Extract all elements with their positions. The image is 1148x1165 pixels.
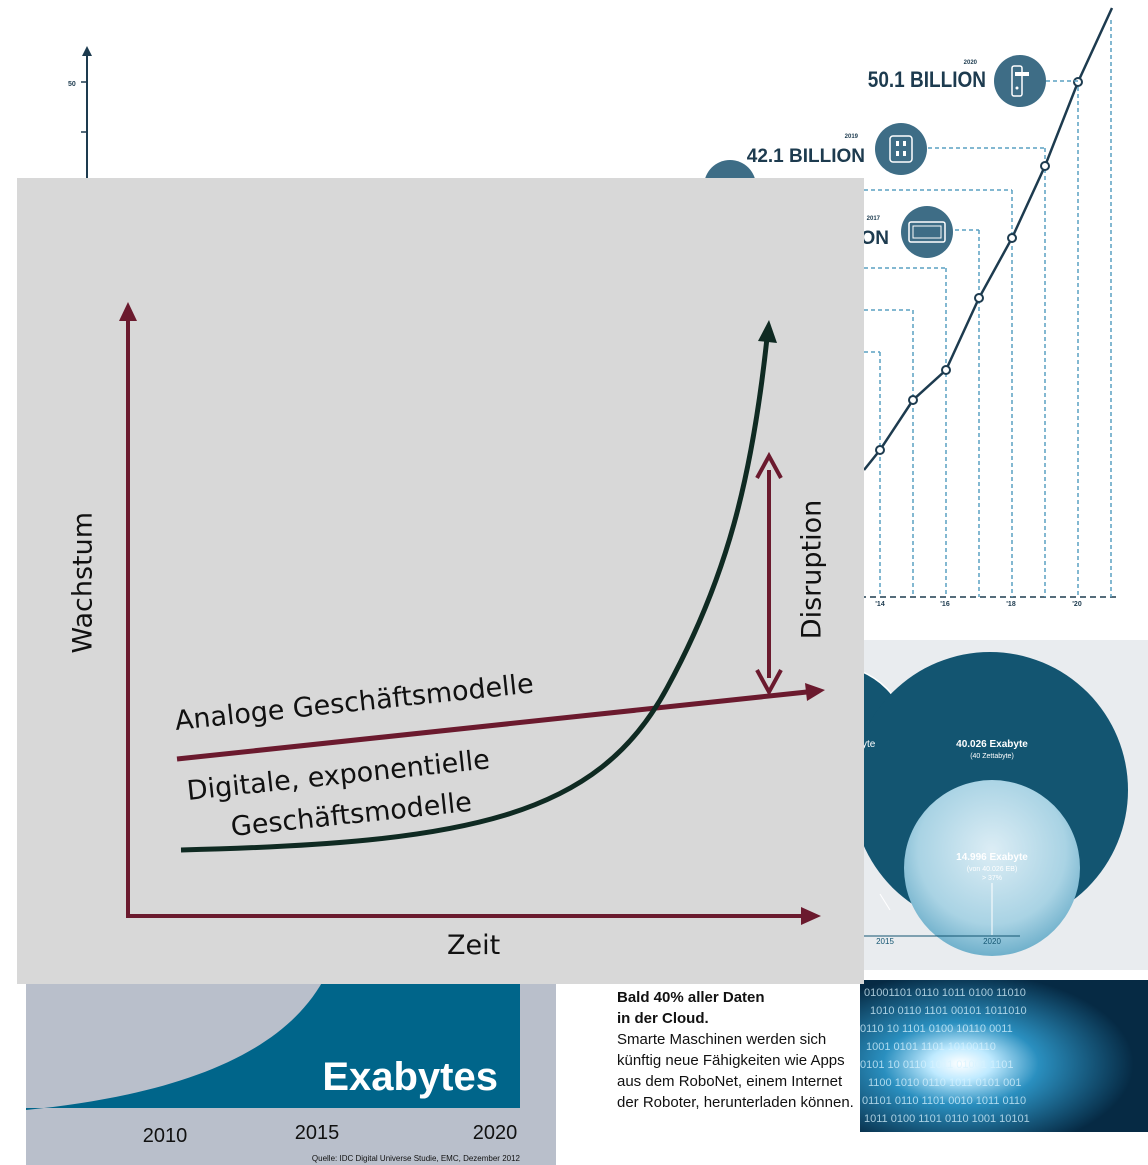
year-2020: 2020 bbox=[473, 1122, 518, 1144]
bubble-big-sub: (40 Zettabyte) bbox=[970, 753, 1014, 760]
digital-curve bbox=[180, 337, 770, 853]
bubble-year-2015: 2015 bbox=[876, 937, 894, 946]
iot-x-tick-16: '16 bbox=[940, 601, 950, 608]
bubble-big-value: 40.026 Exabyte bbox=[956, 739, 1028, 750]
cloud-heading-2: in der Cloud. bbox=[617, 1010, 709, 1027]
exabytes-area bbox=[26, 975, 520, 1110]
bubble-year-2020: 2020 bbox=[983, 937, 1001, 946]
analog-line-arrow bbox=[805, 683, 825, 701]
svg-text:01101 0110 1101 0010 1011 0110: 01101 0110 1101 0010 1011 0110 bbox=[862, 1095, 1026, 1107]
svg-text:0110 10 1101 0100 10110 0011: 0110 10 1101 0100 10110 0011 bbox=[860, 1023, 1013, 1035]
bubble-small-sub-1: (von 40.026 EB) bbox=[967, 866, 1018, 873]
analog-line bbox=[176, 689, 808, 762]
cloud-heading-1: Bald 40% aller Daten bbox=[617, 989, 765, 1006]
data-volume-bubble-chart: yte 40.026 Exabyte (40 Zettabyte) 14.996… bbox=[860, 640, 1148, 970]
exabytes-label: Exabytes bbox=[322, 1055, 498, 1099]
iot-2019-value: 42.1 BILLION bbox=[747, 146, 865, 167]
x-axis-label: Zeit bbox=[447, 930, 501, 961]
cloud-body: Smarte Maschinen werden sich künftig neu… bbox=[617, 1031, 854, 1111]
iot-2019-year: 2019 bbox=[845, 134, 859, 140]
iot-growth-chart: 50 '14 '16 '18 '20 2020 50.1 BILLION bbox=[68, 7, 1120, 640]
iot-x-tick-14: '14 bbox=[875, 601, 885, 608]
exabytes-area-chart: Exabytes 2010 2015 2020 Quelle: IDC Digi… bbox=[26, 975, 556, 1165]
iot-2020-value: 50.1 BILLION bbox=[868, 68, 986, 93]
bubble-small-value: 14.996 Exabyte bbox=[956, 852, 1028, 863]
year-2015: 2015 bbox=[295, 1122, 340, 1144]
x-axis-arrow bbox=[801, 907, 821, 925]
iot-x-tick-18: '18 bbox=[1006, 601, 1016, 608]
digital-curve-arrow bbox=[758, 320, 777, 343]
binary-tunnel-image: 01001101 0110 1011 0100 11010 1010 0110 … bbox=[860, 980, 1148, 1132]
iot-y-axis-arrow bbox=[82, 46, 92, 56]
door-handle-icon bbox=[994, 55, 1046, 107]
source-note: Quelle: IDC Digital Universe Studie, EMC… bbox=[312, 1154, 521, 1163]
iot-y-tick: 50 bbox=[68, 81, 76, 88]
bubble-cloud-2020 bbox=[904, 780, 1080, 956]
svg-text:1100 1010 0110 1011 0101 001: 1100 1010 0110 1011 0101 001 bbox=[868, 1077, 1022, 1089]
svg-text:1010 0110 1101 00101 1011010: 1010 0110 1101 00101 1011010 bbox=[870, 1005, 1027, 1017]
svg-text:01001101 0110 1011 0100 11010: 01001101 0110 1011 0100 11010 bbox=[864, 987, 1026, 999]
cloud-text-block: Bald 40% aller Daten in der Cloud. Smart… bbox=[617, 987, 857, 1113]
svg-text:0101 10 0110 1011 01001 1101: 0101 10 0110 1011 01001 1101 bbox=[860, 1059, 1014, 1071]
power-outlet-icon bbox=[875, 123, 927, 175]
iot-x-tick-20: '20 bbox=[1072, 601, 1082, 608]
bubble-small-sub-2: > 37% bbox=[982, 875, 1002, 882]
disruption-label: Disruption bbox=[796, 499, 828, 640]
svg-text:1001 0101 1101 10100110: 1001 0101 1101 10100110 bbox=[866, 1041, 996, 1053]
y-axis-arrow bbox=[119, 302, 137, 321]
year-2010: 2010 bbox=[143, 1125, 188, 1147]
y-axis-label: Wachstum bbox=[67, 511, 99, 654]
monitor-icon bbox=[901, 206, 953, 258]
svg-text:1011 0100 1101 0110 1001 10101: 1011 0100 1101 0110 1001 10101 bbox=[864, 1113, 1030, 1125]
iot-2020-year: 2020 bbox=[964, 60, 978, 66]
bubble-partial-label: yte bbox=[862, 739, 876, 750]
iot-2017-year: 2017 bbox=[867, 216, 881, 222]
disruption-diagram: Wachstum Zeit Disruption Analoge Geschäf… bbox=[17, 178, 864, 984]
